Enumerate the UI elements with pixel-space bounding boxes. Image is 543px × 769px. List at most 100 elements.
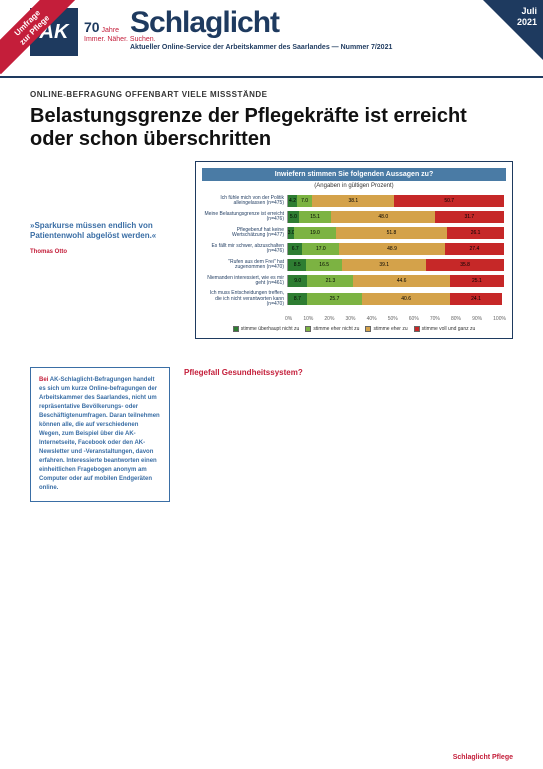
bar-segment: 25.7 <box>307 293 363 305</box>
bar-label: Pflegeberuf hat keine Wertschätzung (n=4… <box>204 228 284 239</box>
bar-segment: 15.1 <box>299 211 332 223</box>
page-header: Umfrage zur Pflege Juli 2021 AK 70 Jahre… <box>0 0 543 78</box>
issue-month: Juli <box>521 6 537 16</box>
bar-label: Meine Belastungsgrenze ist erreicht (n=4… <box>204 212 284 223</box>
bar-label: Ich muss Entscheidungen treffen, die ich… <box>204 291 284 308</box>
masthead-subtitle: Aktueller Online-Service der Arbeitskamm… <box>130 44 392 51</box>
bar-segment: 19.0 <box>294 227 335 239</box>
legend-swatch <box>414 326 420 332</box>
bar-segment: 48.9 <box>339 243 445 255</box>
bar-row: Ich muss Entscheidungen treffen, die ich… <box>204 291 504 308</box>
axis-tick: 100% <box>493 316 506 322</box>
bar-label: Es fällt mir schwer, abzuschalten (n=476… <box>204 244 284 255</box>
left-column: »Sparkurse müssen endlich von Patientenw… <box>30 161 185 347</box>
bar-segment: 35.8 <box>426 259 503 271</box>
bar-segment: 4.2 <box>288 195 297 207</box>
footer-tag: Schlaglicht Pflege <box>453 754 513 761</box>
chart-bars: Ich fühle mich von der Politik alleingel… <box>202 191 506 316</box>
bar-segment: 17.0 <box>302 243 339 255</box>
legend-item: stimme eher zu <box>365 326 407 332</box>
kicker-text: ONLINE-BEFRAGUNG OFFENBART VIELE MISSSTÄ… <box>30 90 513 99</box>
bar-track: 4.27.038.150.7 <box>287 195 504 207</box>
axis-tick: 90% <box>472 316 482 322</box>
bar-segment: 48.0 <box>331 211 435 223</box>
legend-label: stimme eher zu <box>373 326 407 332</box>
bar-segment: 5.0 <box>288 211 299 223</box>
legend-label: stimme überhaupt nicht zu <box>241 326 300 332</box>
axis-tick: 40% <box>367 316 377 322</box>
lower-right-column: Pflegefall Gesundheitssystem? <box>184 367 513 502</box>
bar-track: 3.019.051.826.1 <box>287 227 504 239</box>
bar-segment: 38.1 <box>312 195 394 207</box>
bar-segment: 51.8 <box>336 227 448 239</box>
bar-segment: 24.1 <box>450 293 502 305</box>
bar-segment: 50.7 <box>394 195 504 207</box>
chart-subtitle: (Angaben in gültigen Prozent) <box>202 181 506 191</box>
bar-row: Pflegeberuf hat keine Wertschätzung (n=4… <box>204 227 504 239</box>
issue-year: 2021 <box>517 17 537 27</box>
chart-x-axis: 0% 10% 20% 30% 40% 50% 60% 70% 80% 90% 100% <box>285 316 506 322</box>
bar-row: "Rufen aus dem Frei" hat zugenommen (n=4… <box>204 259 504 271</box>
bar-segment: 44.6 <box>353 275 449 287</box>
bar-segment: 16.5 <box>306 259 342 271</box>
axis-tick: 60% <box>409 316 419 322</box>
bar-track: 8.516.539.135.8 <box>287 259 504 271</box>
bar-row: Meine Belastungsgrenze ist erreicht (n=4… <box>204 211 504 223</box>
legend-item: stimme eher nicht zu <box>305 326 359 332</box>
chart-container: Inwiefern stimmen Sie folgenden Aussagen… <box>195 161 513 339</box>
bar-segment: 21.3 <box>307 275 353 287</box>
bar-label: "Rufen aus dem Frei" hat zugenommen (n=4… <box>204 260 284 271</box>
axis-tick: 30% <box>346 316 356 322</box>
legend-swatch <box>233 326 239 332</box>
quote-attribution: Thomas Otto <box>30 248 185 256</box>
bar-row: Niemanden interessiert, wie es mir geht … <box>204 275 504 287</box>
bar-segment: 9.0 <box>288 275 307 287</box>
axis-tick: 0% <box>285 316 292 322</box>
bar-segment: 27.4 <box>445 243 504 255</box>
callout-body: handelt es sich um kurze Online-befragun… <box>39 377 160 491</box>
lower-section: Bei AK-Schlaglicht-Befragungen handelt e… <box>0 367 543 502</box>
axis-tick: 80% <box>451 316 461 322</box>
legend-swatch <box>305 326 311 332</box>
legend-label: stimme voll und ganz zu <box>422 326 476 332</box>
bar-segment: 31.7 <box>435 211 503 223</box>
callout-lead2: AK-Schlaglicht-Befragungen <box>48 377 131 383</box>
legend-swatch <box>365 326 371 332</box>
date-corner: Juli 2021 <box>517 6 537 28</box>
legend-item: stimme überhaupt nicht zu <box>233 326 300 332</box>
right-column: Inwiefern stimmen Sie folgenden Aussagen… <box>195 161 513 347</box>
masthead-title: Schlaglicht <box>130 6 279 40</box>
callout-lead: Bei <box>39 377 48 383</box>
axis-tick: 50% <box>388 316 398 322</box>
axis-tick: 20% <box>324 316 334 322</box>
bar-track: 9.021.344.625.1 <box>287 275 504 287</box>
axis-tick: 10% <box>303 316 313 322</box>
bar-label: Ich fühle mich von der Politik alleingel… <box>204 196 284 207</box>
bar-segment: 8.5 <box>288 259 306 271</box>
bar-label: Niemanden interessiert, wie es mir geht … <box>204 276 284 287</box>
corner-ribbon: Umfrage zur Pflege <box>0 0 80 80</box>
bar-segment: 25.1 <box>450 275 504 287</box>
bar-segment: 7.0 <box>297 195 312 207</box>
legend-item: stimme voll und ganz zu <box>414 326 476 332</box>
bar-segment: 39.1 <box>342 259 426 271</box>
bar-track: 5.015.148.031.7 <box>287 211 504 223</box>
body-columns: »Sparkurse müssen endlich von Patientenw… <box>30 161 513 347</box>
legend-label: stimme eher nicht zu <box>313 326 359 332</box>
axis-tick: 70% <box>430 316 440 322</box>
chart-legend: stimme überhaupt nicht zu stimme eher nic… <box>202 326 506 332</box>
pull-quote: »Sparkurse müssen endlich von Patientenw… <box>30 221 185 242</box>
bar-track: 8.725.740.624.1 <box>287 293 504 305</box>
bar-track: 6.717.048.927.4 <box>287 243 504 255</box>
bar-segment: 40.6 <box>362 293 450 305</box>
document-page: Umfrage zur Pflege Juli 2021 AK 70 Jahre… <box>0 0 543 769</box>
logo-years-label: Jahre <box>102 27 120 34</box>
subheading: Pflegefall Gesundheitssystem? <box>184 367 513 378</box>
chart-title: Inwiefern stimmen Sie folgenden Aussagen… <box>202 168 506 181</box>
bar-row: Es fällt mir schwer, abzuschalten (n=476… <box>204 243 504 255</box>
bar-segment: 8.7 <box>288 293 307 305</box>
bar-segment: 6.7 <box>288 243 302 255</box>
logo-years: 70 <box>84 19 100 35</box>
headline: Belastungsgrenze der Pflegekräfte ist er… <box>30 105 513 151</box>
main-content: ONLINE-BEFRAGUNG OFFENBART VIELE MISSSTÄ… <box>0 78 543 347</box>
